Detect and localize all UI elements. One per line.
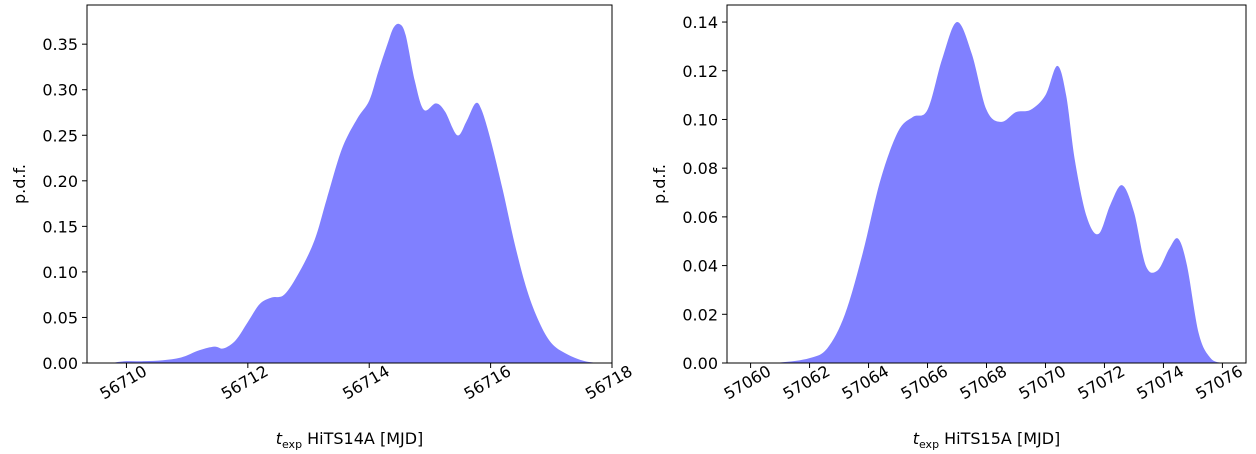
x-tick-label: 56714 [339,361,393,403]
y-tick-label: 0.10 [42,263,78,282]
y-tick-label: 0.02 [682,305,718,324]
x-tick-label: 56716 [461,361,515,403]
x-tick-label: 56710 [96,361,150,403]
y-tick-label: 0.30 [42,81,78,100]
x-tick-label: 57074 [1133,361,1187,403]
pdf-area-0 [111,23,600,364]
y-tick-label: 0.14 [682,13,718,32]
x-tick-label: 57060 [721,361,775,403]
y-tick-label: 0.05 [42,308,78,327]
x-tick-label: 57068 [957,361,1011,403]
y-tick-label: 0.00 [682,354,718,373]
y-tick-label: 0.12 [682,62,718,81]
y-tick-label: 0.35 [42,35,78,54]
x-tick-label: 57076 [1192,361,1246,403]
y-tick-label: 0.25 [42,126,78,145]
x-tick-label: 57072 [1074,361,1128,403]
x-tick-label: 57070 [1015,361,1069,403]
y-tick-label: 0.04 [682,257,718,276]
axes-frame [86,4,613,364]
y-tick-label: 0.20 [42,172,78,191]
y-tick-label: 0.08 [682,159,718,178]
y-tick-label: 0.10 [682,110,718,129]
y-tick-label: 0.00 [42,354,78,373]
x-tick-label: 57066 [898,361,952,403]
pdf-area-0 [750,22,1223,364]
y-tick-label: 0.15 [42,217,78,236]
x-tick-label: 57062 [780,361,834,403]
y-tick-label: 0.06 [682,208,718,227]
left-panel: 0.00 0.05 0.10 0.15 0.20 0.25 0.30 0.35 56710 567… [10,4,636,451]
x-axis-label: texp HiTS15A [MJD] [913,429,1061,451]
y-axis-label: p.d.f. [10,164,29,204]
x-tick-label: 56712 [218,361,272,403]
x-axis-label: texp HiTS14A [MJD] [276,429,424,451]
x-tick-label: 56718 [582,361,636,403]
y-axis-label: p.d.f. [650,164,669,204]
x-tick-label: 57064 [839,361,893,403]
